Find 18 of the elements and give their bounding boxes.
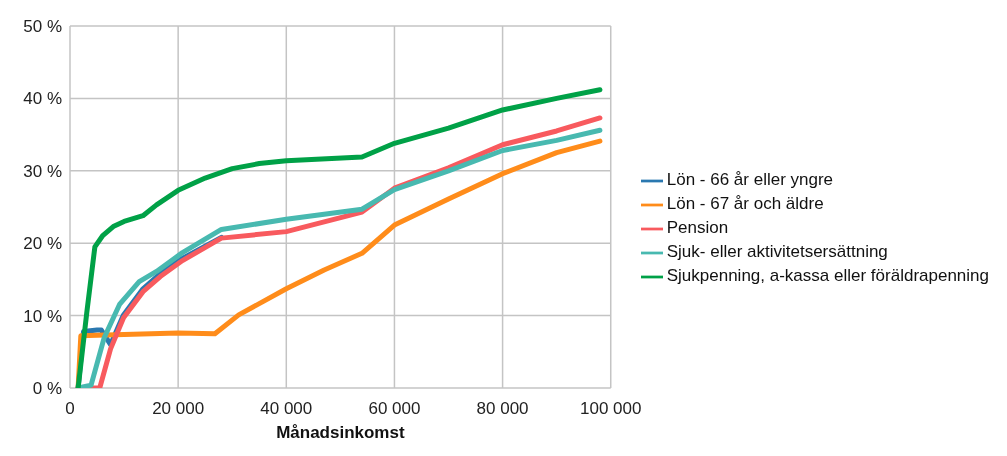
x-tick-label: 80 000 xyxy=(476,399,529,419)
y-tick-label: 50 % xyxy=(23,17,62,37)
x-tick-label: 40 000 xyxy=(260,399,313,419)
legend-label: Lön - 67 år och äldre xyxy=(666,194,824,213)
y-tick-label: 20 % xyxy=(23,234,62,254)
legend-label: Sjukpenning, a-kassa eller föräldrapenning xyxy=(666,266,989,285)
legend-label: Pension xyxy=(666,218,729,237)
y-tick-label: 0 % xyxy=(32,379,62,399)
y-tick-label: 10 % xyxy=(23,306,62,326)
y-tick-label: 40 % xyxy=(23,89,62,109)
legend-label: Sjuk- eller aktivitetsersättning xyxy=(666,242,888,261)
x-tick-label: 60 000 xyxy=(368,399,421,419)
legend-label: Lön - 66 år eller yngre xyxy=(666,170,834,189)
y-tick-label: 30 % xyxy=(23,161,62,181)
x-tick-label: 100 000 xyxy=(580,399,642,419)
x-axis-title: Månadsinkomst xyxy=(276,423,405,442)
x-tick-label: 0 xyxy=(65,399,75,419)
x-tick-label: 20 000 xyxy=(152,399,205,419)
